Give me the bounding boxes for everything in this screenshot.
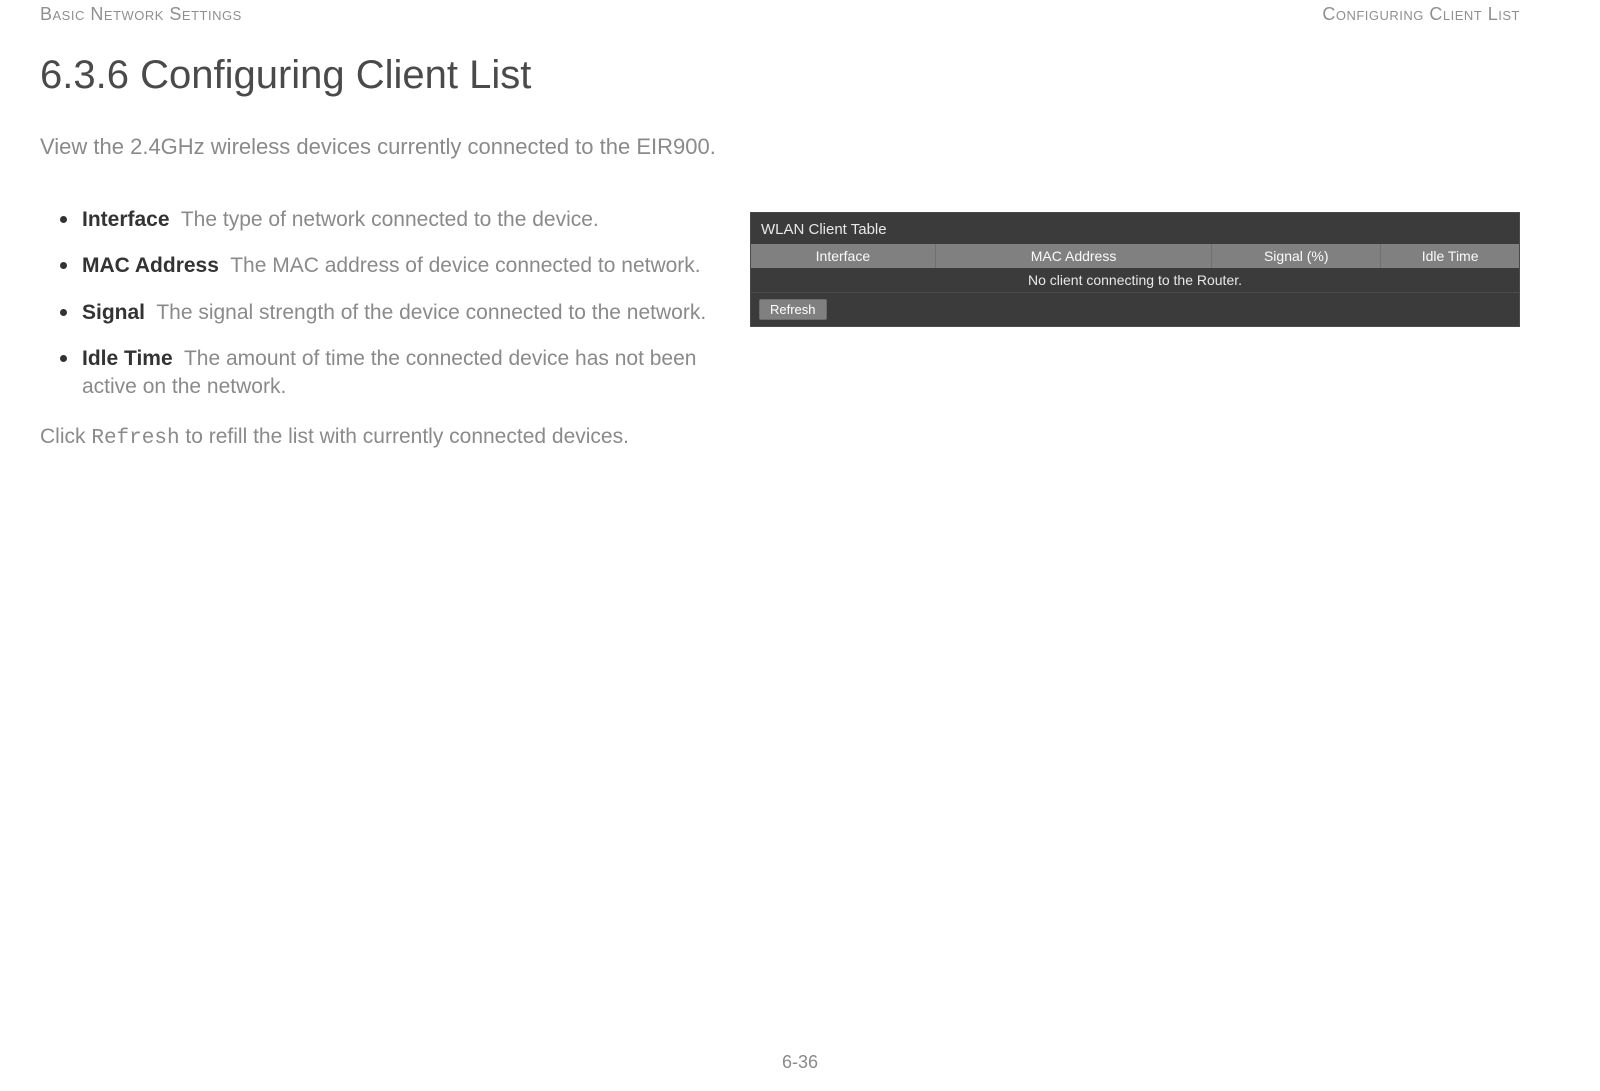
intro-text: View the 2.4GHz wireless devices current… xyxy=(40,134,1520,160)
panel-title: WLAN Client Table xyxy=(751,213,1519,244)
refresh-button[interactable]: Refresh xyxy=(759,299,827,320)
col-header-mac: MAC Address xyxy=(935,244,1211,268)
definition-item: Interface The type of network connected … xyxy=(82,206,720,234)
definition-desc: The amount of time the connected device … xyxy=(82,347,696,398)
definitions-list: Interface The type of network connected … xyxy=(40,206,720,402)
wlan-client-panel: WLAN Client Table Interface MAC Address … xyxy=(750,212,1520,327)
definition-term: Interface xyxy=(82,208,170,231)
wlan-client-table: Interface MAC Address Signal (%) Idle Ti… xyxy=(751,244,1519,293)
definition-desc: The signal strength of the device connec… xyxy=(156,301,706,324)
running-header-right: Configuring Client List xyxy=(1322,4,1520,25)
definition-term: Idle Time xyxy=(82,347,173,370)
definitions-column: Interface The type of network connected … xyxy=(40,206,720,474)
page-number: 6-36 xyxy=(0,1052,1600,1073)
running-header-left: Basic Network Settings xyxy=(40,4,242,25)
definition-item: Idle Time The amount of time the connect… xyxy=(82,345,720,402)
empty-state-message: No client connecting to the Router. xyxy=(751,268,1519,293)
definition-desc: The MAC address of device connected to n… xyxy=(230,254,700,277)
table-row-empty: No client connecting to the Router. xyxy=(751,268,1519,293)
definition-term: Signal xyxy=(82,301,145,324)
closing-code: Refresh xyxy=(91,427,179,450)
definition-item: Signal The signal strength of the device… xyxy=(82,299,720,327)
col-header-signal: Signal (%) xyxy=(1212,244,1381,268)
definition-term: MAC Address xyxy=(82,254,219,277)
table-header-row: Interface MAC Address Signal (%) Idle Ti… xyxy=(751,244,1519,268)
closing-post: to refill the list with currently connec… xyxy=(180,425,629,448)
definition-item: MAC Address The MAC address of device co… xyxy=(82,252,720,280)
col-header-interface: Interface xyxy=(751,244,935,268)
section-title: 6.3.6 Configuring Client List xyxy=(40,53,1520,98)
closing-paragraph: Click Refresh to refill the list with cu… xyxy=(40,423,720,453)
panel-footer: Refresh xyxy=(751,293,1519,326)
closing-pre: Click xyxy=(40,425,91,448)
col-header-idle: Idle Time xyxy=(1381,244,1519,268)
screenshot-column: WLAN Client Table Interface MAC Address … xyxy=(750,206,1520,327)
definition-desc: The type of network connected to the dev… xyxy=(181,208,599,231)
